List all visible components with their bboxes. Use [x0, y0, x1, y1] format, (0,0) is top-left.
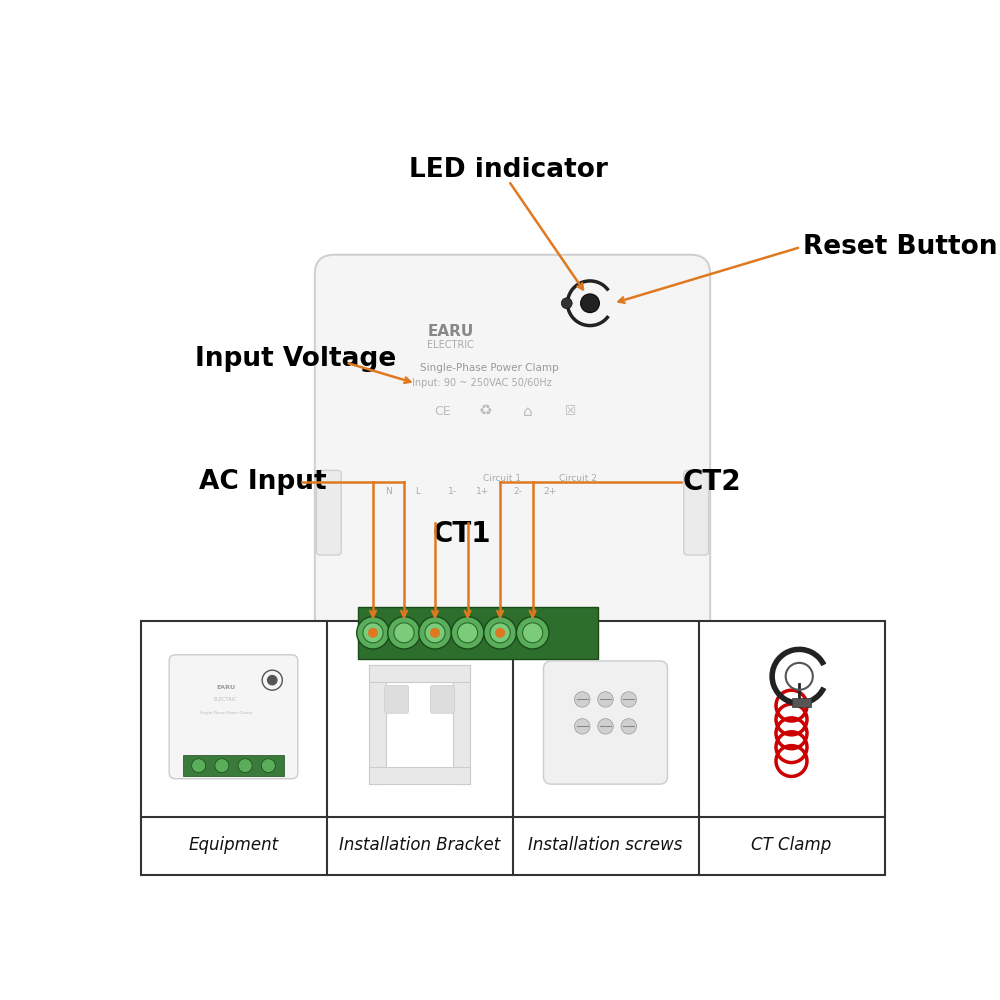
Text: Input: 90 ~ 250VAC 50/60Hz: Input: 90 ~ 250VAC 50/60Hz — [412, 378, 551, 388]
FancyBboxPatch shape — [169, 655, 298, 779]
Text: Installation Bracket: Installation Bracket — [339, 836, 500, 854]
Text: ☒: ☒ — [565, 405, 576, 418]
Text: Circuit 1: Circuit 1 — [483, 474, 521, 483]
Text: LED indicator: LED indicator — [409, 157, 608, 183]
FancyBboxPatch shape — [430, 686, 454, 713]
Text: Circuit 2: Circuit 2 — [559, 474, 597, 483]
Circle shape — [357, 617, 389, 649]
Circle shape — [621, 719, 637, 734]
Text: Input Voltage: Input Voltage — [195, 346, 396, 372]
Circle shape — [363, 623, 383, 643]
Circle shape — [238, 759, 252, 773]
Circle shape — [425, 623, 445, 643]
Circle shape — [598, 719, 613, 734]
FancyBboxPatch shape — [316, 470, 341, 555]
Text: 1+: 1+ — [476, 487, 490, 496]
Circle shape — [574, 692, 590, 707]
Circle shape — [388, 617, 420, 649]
Bar — [369, 767, 470, 784]
Circle shape — [261, 759, 275, 773]
Text: 2+: 2+ — [543, 487, 556, 496]
Circle shape — [516, 617, 549, 649]
Text: Equipment: Equipment — [188, 836, 279, 854]
Circle shape — [215, 759, 229, 773]
Text: Installation screws: Installation screws — [528, 836, 683, 854]
Circle shape — [581, 294, 599, 312]
Text: Reset Button: Reset Button — [803, 234, 998, 260]
Text: ♻: ♻ — [479, 404, 492, 419]
Text: CT1: CT1 — [433, 520, 491, 548]
Circle shape — [561, 298, 572, 309]
Bar — [358, 607, 598, 659]
Circle shape — [490, 623, 510, 643]
Circle shape — [484, 617, 516, 649]
Text: Single-Phase Power Clamp: Single-Phase Power Clamp — [200, 711, 252, 715]
Text: ELECTRIC: ELECTRIC — [214, 697, 238, 702]
Text: AC Input: AC Input — [199, 469, 326, 495]
Bar — [369, 665, 386, 784]
Text: L: L — [415, 487, 420, 496]
Bar — [792, 698, 811, 707]
Circle shape — [495, 628, 505, 637]
FancyBboxPatch shape — [315, 255, 710, 678]
Circle shape — [268, 676, 277, 685]
Circle shape — [368, 628, 378, 637]
Text: EARU: EARU — [427, 324, 474, 339]
Circle shape — [451, 617, 484, 649]
Text: CT Clamp: CT Clamp — [751, 836, 832, 854]
Bar — [369, 665, 470, 682]
Text: ELECTRIC: ELECTRIC — [427, 340, 474, 350]
Text: N: N — [385, 487, 392, 496]
Text: 2-: 2- — [513, 487, 522, 496]
Circle shape — [457, 623, 478, 643]
Text: 1-: 1- — [448, 487, 457, 496]
Circle shape — [394, 623, 414, 643]
Circle shape — [430, 628, 440, 637]
Bar — [453, 665, 470, 784]
Text: CE: CE — [434, 405, 451, 418]
Circle shape — [192, 759, 206, 773]
Bar — [140, 620, 885, 875]
Text: ⌂: ⌂ — [523, 404, 533, 419]
Circle shape — [574, 719, 590, 734]
Circle shape — [523, 623, 543, 643]
Bar — [183, 755, 284, 776]
Circle shape — [419, 617, 451, 649]
Circle shape — [621, 692, 637, 707]
Text: Single-Phase Power Clamp: Single-Phase Power Clamp — [420, 363, 559, 373]
FancyBboxPatch shape — [385, 686, 409, 713]
FancyBboxPatch shape — [544, 661, 668, 784]
FancyBboxPatch shape — [684, 470, 709, 555]
Text: CT2: CT2 — [683, 468, 742, 496]
Circle shape — [598, 692, 613, 707]
Text: EARU: EARU — [216, 685, 235, 690]
